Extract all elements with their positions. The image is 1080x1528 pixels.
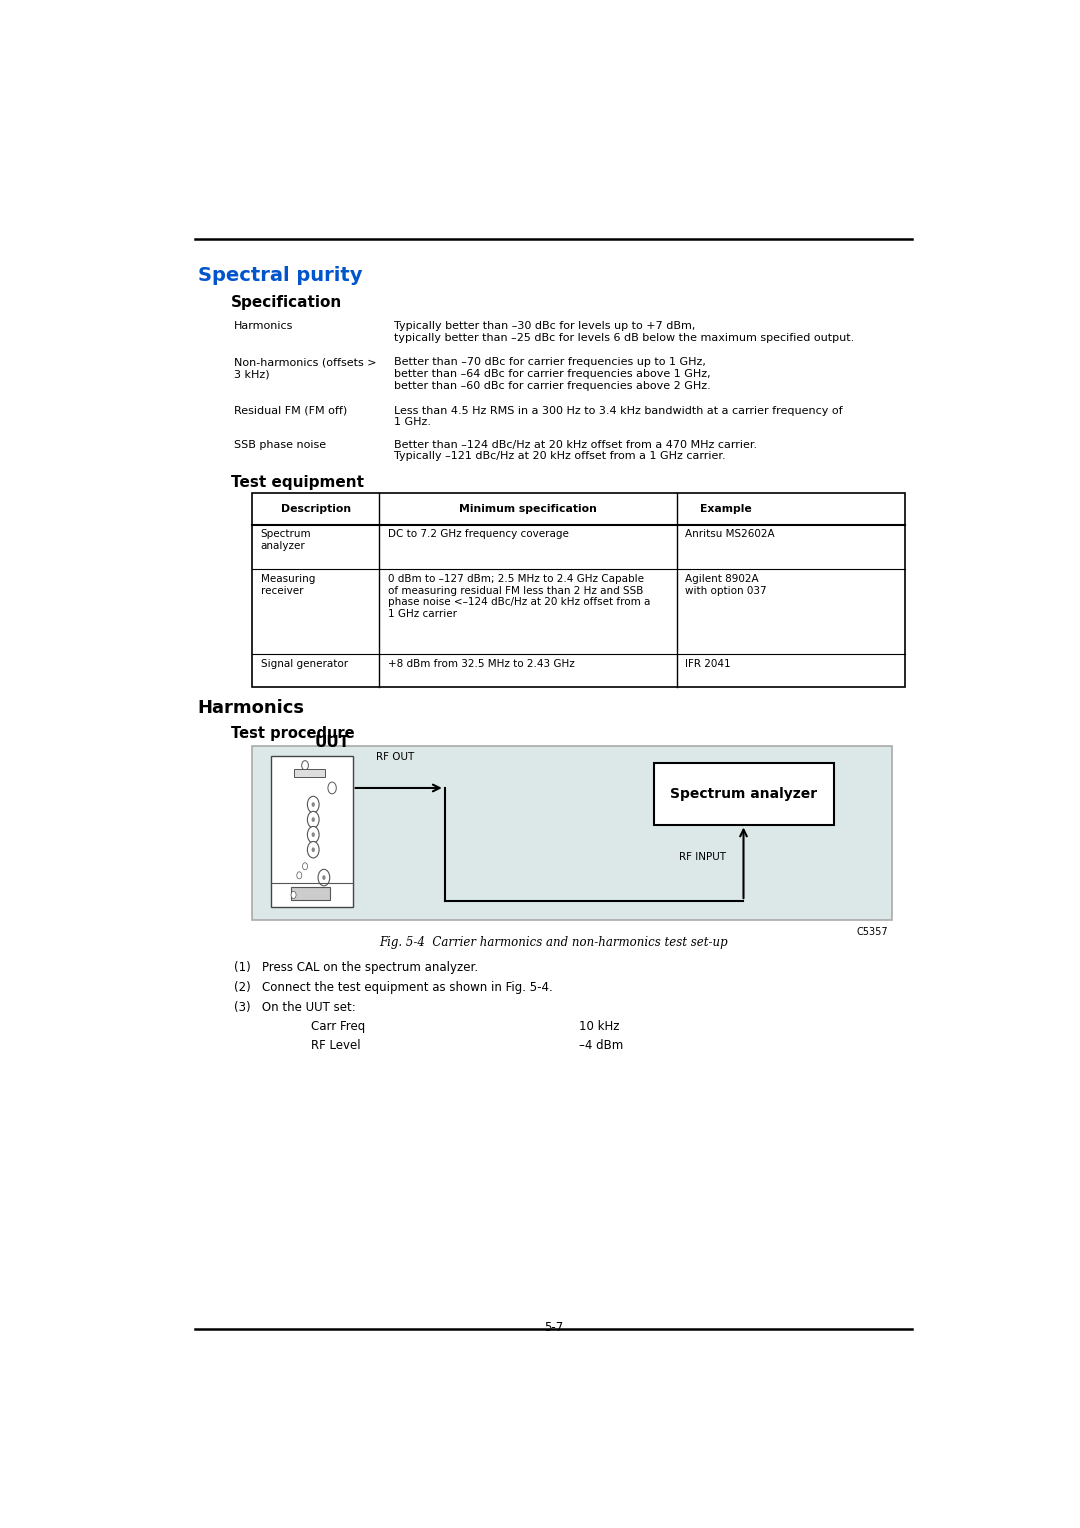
- Text: Measuring
receiver: Measuring receiver: [260, 575, 315, 596]
- Text: Spectrum
analyzer: Spectrum analyzer: [260, 529, 311, 552]
- Text: Example: Example: [700, 504, 752, 513]
- Bar: [271, 756, 352, 908]
- Text: DC to 7.2 GHz frequency coverage: DC to 7.2 GHz frequency coverage: [388, 529, 569, 539]
- Circle shape: [311, 848, 315, 853]
- Text: Harmonics: Harmonics: [198, 698, 305, 717]
- Text: Less than 4.5 Hz RMS in a 300 Hz to 3.4 kHz bandwidth at a carrier frequency of
: Less than 4.5 Hz RMS in a 300 Hz to 3.4 …: [394, 406, 843, 428]
- Text: –4 dBm: –4 dBm: [579, 1039, 623, 1051]
- Text: 10 kHz: 10 kHz: [579, 1019, 619, 1033]
- Text: IFR 2041: IFR 2041: [685, 659, 730, 669]
- Text: Spectrum analyzer: Spectrum analyzer: [671, 787, 818, 801]
- Text: Better than –70 dBc for carrier frequencies up to 1 GHz,
better than –64 dBc for: Better than –70 dBc for carrier frequenc…: [394, 358, 712, 391]
- Circle shape: [311, 817, 315, 822]
- Text: (2)   Connect the test equipment as shown in Fig. 5-4.: (2) Connect the test equipment as shown …: [233, 981, 553, 995]
- Text: Test procedure: Test procedure: [231, 726, 355, 741]
- Circle shape: [308, 827, 319, 843]
- Bar: [653, 764, 834, 825]
- Circle shape: [322, 876, 325, 880]
- Text: Minimum specification: Minimum specification: [459, 504, 597, 513]
- Text: Test equipment: Test equipment: [231, 475, 364, 490]
- Text: Spectral purity: Spectral purity: [198, 266, 362, 284]
- Circle shape: [302, 863, 308, 869]
- Text: Signal generator: Signal generator: [260, 659, 348, 669]
- Text: RF OUT: RF OUT: [376, 752, 415, 762]
- Text: Fig. 5-4  Carrier harmonics and non-harmonics test set-up: Fig. 5-4 Carrier harmonics and non-harmo…: [379, 937, 728, 949]
- Text: Non-harmonics (offsets >
3 kHz): Non-harmonics (offsets > 3 kHz): [233, 358, 376, 379]
- Text: (3)   On the UUT set:: (3) On the UUT set:: [233, 1001, 355, 1015]
- Circle shape: [318, 869, 329, 886]
- Bar: [294, 769, 325, 778]
- Text: Harmonics: Harmonics: [233, 321, 293, 332]
- Circle shape: [297, 872, 301, 879]
- Circle shape: [328, 782, 336, 795]
- Text: +8 dBm from 32.5 MHz to 2.43 GHz: +8 dBm from 32.5 MHz to 2.43 GHz: [388, 659, 575, 669]
- Circle shape: [308, 842, 319, 857]
- Text: 5-7: 5-7: [544, 1322, 563, 1334]
- Text: RF Level: RF Level: [311, 1039, 361, 1051]
- Text: SSB phase noise: SSB phase noise: [233, 440, 326, 449]
- Text: Typically better than –30 dBc for levels up to +7 dBm,
typically better than –25: Typically better than –30 dBc for levels…: [394, 321, 854, 342]
- Text: Specification: Specification: [231, 295, 342, 310]
- Text: Anritsu MS2602A: Anritsu MS2602A: [685, 529, 774, 539]
- Text: RF INPUT: RF INPUT: [679, 851, 726, 862]
- Text: C5357: C5357: [856, 927, 888, 937]
- Bar: [253, 746, 892, 920]
- Text: Description: Description: [281, 504, 351, 513]
- Circle shape: [301, 761, 309, 770]
- Text: (1)   Press CAL on the spectrum analyzer.: (1) Press CAL on the spectrum analyzer.: [233, 961, 477, 973]
- Text: Better than –124 dBc/Hz at 20 kHz offset from a 470 MHz carrier.
Typically –121 : Better than –124 dBc/Hz at 20 kHz offset…: [394, 440, 757, 461]
- Text: Residual FM (FM off): Residual FM (FM off): [233, 406, 347, 416]
- Bar: [253, 494, 905, 688]
- Bar: [292, 888, 330, 900]
- Circle shape: [311, 802, 315, 807]
- Circle shape: [308, 811, 319, 828]
- Text: 0 dBm to –127 dBm; 2.5 MHz to 2.4 GHz Capable
of measuring residual FM less than: 0 dBm to –127 dBm; 2.5 MHz to 2.4 GHz Ca…: [388, 575, 650, 619]
- Circle shape: [311, 833, 315, 837]
- Text: Agilent 8902A
with option 037: Agilent 8902A with option 037: [685, 575, 767, 596]
- Circle shape: [308, 796, 319, 813]
- Text: UUT: UUT: [315, 735, 350, 750]
- Circle shape: [291, 891, 296, 898]
- Text: Carr Freq: Carr Freq: [311, 1019, 365, 1033]
